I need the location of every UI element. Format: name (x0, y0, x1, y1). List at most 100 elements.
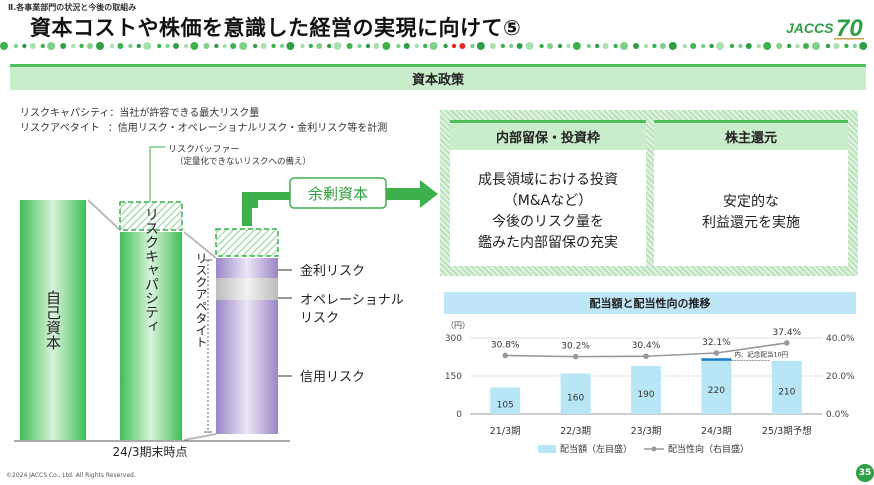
decorative-dot (682, 43, 687, 49)
risk-item-interest: 金利リスク (300, 263, 365, 279)
decorative-dot (429, 42, 438, 50)
definition-desc: ：当社が許容できる最大リスク量 (109, 108, 260, 119)
decorative-dot (516, 43, 523, 49)
decorative-dot (652, 43, 657, 49)
risk-item-operational: オペレーショナル (300, 293, 404, 308)
retained-line: （M&Aなど） (503, 193, 593, 209)
decorative-dot (825, 43, 831, 49)
decorative-dot (795, 43, 800, 49)
decorative-dot (203, 43, 210, 49)
decorative-dot (190, 42, 199, 50)
decorative-dot (745, 43, 752, 49)
decorative-dot (500, 43, 505, 49)
decorative-dot (183, 43, 189, 49)
definition-term: リスクアペタイト (20, 123, 100, 134)
buffer-note: （定量化できないリスクへの備え） (175, 156, 311, 167)
shareholder-returns-body: 安定的な 利益還元を実施 (654, 150, 848, 234)
decorative-dot (157, 43, 162, 49)
definition-appetite: リスクアペタイト ：信用リスク・オペレーショナルリスク・金利リスク等を計測 (20, 119, 387, 134)
decorative-dot (620, 42, 628, 50)
definition-desc: ：信用リスク・オペレーショナルリスク・金利リスク等を計測 (107, 123, 388, 134)
retained-line: 成長領域における投資 (478, 172, 618, 188)
decorative-dot (47, 42, 56, 50)
decorative-dot (373, 43, 380, 49)
appetite-guide-line-bottom (183, 433, 217, 441)
decorative-dot (79, 43, 84, 49)
decorative-dot (776, 43, 783, 49)
decorative-dot (701, 43, 706, 49)
y-left-unit: （円） (446, 321, 470, 330)
decorative-dot (60, 43, 67, 49)
decorative-dot (613, 43, 618, 49)
retained-earnings-title: 内部留保・投資枠 (450, 120, 646, 150)
capacity-label: リスクキャパシティ (143, 207, 159, 333)
decorative-dot (423, 43, 428, 49)
appetite-guide-line (183, 231, 217, 259)
x-category-label: 23/3期 (631, 426, 662, 437)
decorative-dot (539, 43, 544, 49)
capacity-buffer-box (119, 201, 183, 231)
surplus-capital-label: 余剰資本 (308, 185, 368, 203)
decorative-dot (443, 43, 448, 49)
legend-bar-swatch (538, 445, 556, 453)
capacity-guide-line (87, 199, 121, 231)
commemorative-annotation: 内、記念配当10円 (734, 349, 788, 358)
decorative-dot (852, 43, 857, 49)
y-left-tick-label: 300 (445, 334, 462, 344)
decorative-dot (22, 43, 27, 49)
decorative-dot (459, 43, 466, 49)
decorative-dot (859, 42, 868, 50)
decorative-dot (643, 43, 649, 49)
y-right-tick-label: 40.0% (826, 334, 855, 344)
page-number: 35 (856, 464, 874, 482)
retained-earnings-body: 成長領域における投資 （M&Aなど） 今後のリスク量を 鑑みた内部留保の充実 (450, 150, 646, 254)
decorative-dot (87, 43, 93, 49)
decorative-dot (476, 42, 485, 50)
legend-line-marker (651, 446, 657, 452)
decorative-dot (0, 42, 8, 50)
copyright: ©2024 JACCS Co., Ltd. All Rights Reserve… (6, 472, 136, 479)
capital-allocation-panel: 内部留保・投資枠 成長領域における投資 （M&Aなど） 今後のリスク量を 鑑みた… (440, 110, 858, 276)
decorative-dot (29, 43, 36, 49)
decorative-dot (260, 43, 267, 49)
page-title: 資本コストや株価を意識した経営の実現に向けて⑤ (30, 16, 522, 40)
decorative-dot (763, 42, 772, 50)
bar-value-label: 160 (567, 394, 584, 404)
decorative-dot (716, 42, 724, 50)
x-category-label: 25/3期予想 (762, 425, 812, 437)
decorative-dot (602, 43, 609, 49)
decorative-dot (327, 43, 332, 49)
decorative-dot (316, 43, 323, 49)
decorative-dot (844, 43, 849, 49)
payout-ratio-point (502, 352, 508, 359)
decorative-dot (143, 42, 152, 50)
surplus-arrow-head (420, 180, 438, 208)
y-right-tick-label: 0.0% (826, 410, 849, 420)
decorative-dot (308, 43, 313, 49)
decorative-dot (414, 43, 419, 49)
shareholder-returns-title: 株主還元 (654, 120, 848, 150)
risk-item-operational-2: リスク (300, 311, 339, 326)
decorative-dot (71, 43, 76, 49)
decorative-dot (165, 43, 170, 49)
decorative-dot (96, 42, 104, 50)
payout-ratio-label: 30.2% (561, 342, 590, 352)
risk-item-credit: 信用リスク (300, 370, 365, 385)
surplus-capital-pill (289, 177, 387, 209)
payout-ratio-label: 30.4% (632, 341, 661, 351)
logo-number: 70 (836, 15, 863, 42)
period-label: 24/3期末時点 (113, 445, 188, 459)
retained-earnings-card: 内部留保・投資枠 成長領域における投資 （M&Aなど） 今後のリスク量を 鑑みた… (450, 120, 646, 266)
capacity-column (120, 232, 182, 440)
dividend-bar (631, 365, 661, 414)
equity-label: 自己資本 (44, 290, 62, 350)
payout-ratio-label: 32.1% (702, 338, 731, 348)
decorative-dot (833, 43, 840, 49)
dividend-bar (701, 358, 732, 414)
decorative-dot (812, 42, 820, 50)
decorative-dot (128, 43, 133, 49)
decorative-dot (586, 43, 591, 49)
decorative-dot (279, 43, 285, 49)
x-category-label: 21/3期 (490, 426, 521, 437)
decorative-dot (547, 43, 553, 49)
